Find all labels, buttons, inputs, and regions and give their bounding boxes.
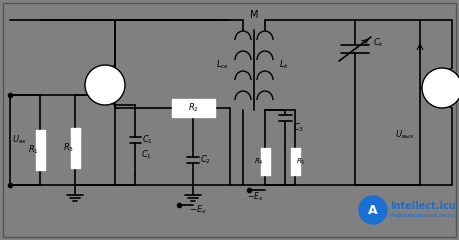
Text: A: A bbox=[368, 204, 378, 216]
Text: $U_{вых}$: $U_{вых}$ bbox=[395, 129, 415, 141]
Text: $L_{ce}$: $L_{ce}$ bbox=[216, 59, 229, 71]
Text: $R_4$: $R_4$ bbox=[254, 156, 263, 167]
Text: M: M bbox=[250, 10, 258, 20]
Bar bbox=[35, 130, 45, 170]
Text: $C_3$: $C_3$ bbox=[293, 122, 304, 134]
Bar bbox=[291, 148, 300, 175]
Text: $R_2$: $R_2$ bbox=[188, 102, 199, 114]
Text: Intellect.icu: Intellect.icu bbox=[390, 201, 456, 211]
Text: $C_2$: $C_2$ bbox=[200, 154, 211, 166]
Circle shape bbox=[85, 65, 125, 105]
Text: $C_k$: $C_k$ bbox=[373, 37, 385, 49]
Bar bbox=[71, 128, 79, 168]
Text: $- E_x$: $- E_x$ bbox=[247, 191, 263, 203]
Text: $R_5$: $R_5$ bbox=[296, 156, 305, 167]
Text: $- E_x$: $- E_x$ bbox=[189, 204, 207, 216]
Text: $U_{вх}$: $U_{вх}$ bbox=[12, 134, 27, 146]
Circle shape bbox=[422, 68, 459, 108]
Text: Информационный ресурс: Информационный ресурс bbox=[390, 212, 456, 218]
Text: $C_1$: $C_1$ bbox=[141, 149, 152, 161]
Bar bbox=[172, 99, 215, 117]
Text: $R_3$: $R_3$ bbox=[63, 142, 74, 154]
Text: $R_1$: $R_1$ bbox=[28, 144, 39, 156]
Bar bbox=[261, 148, 269, 175]
Circle shape bbox=[359, 196, 387, 224]
Text: $L_k$: $L_k$ bbox=[279, 59, 289, 71]
Text: $C_1$: $C_1$ bbox=[142, 134, 153, 146]
